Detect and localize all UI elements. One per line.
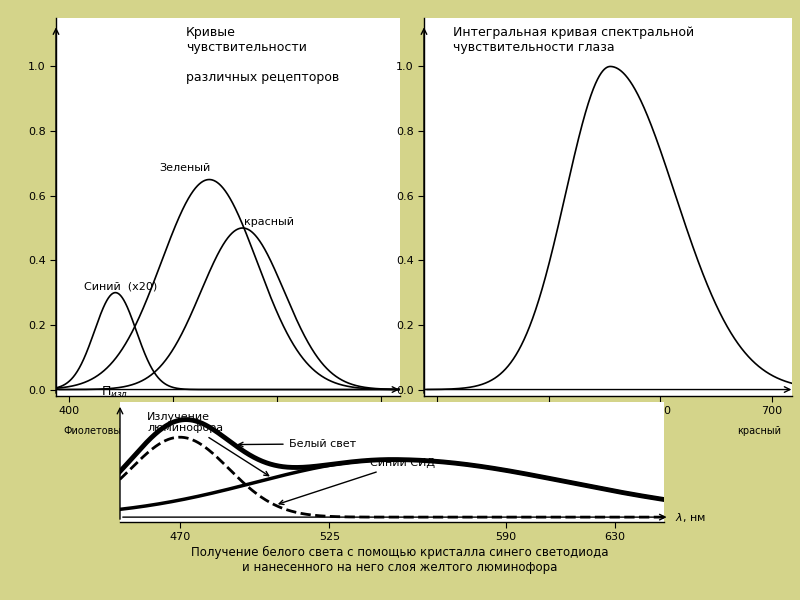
Text: Фиолетовый: Фиолетовый [431,426,496,436]
Text: Синий  (х20): Синий (х20) [84,281,158,291]
Text: Получение белого света с помощью кристалла синего светодиода
и нанесенного на не: Получение белого света с помощью кристал… [191,546,609,574]
Text: Излучение
люминофора: Излучение люминофора [147,412,269,476]
Text: Интегральная кривая спектральной
чувствительности глаза: Интегральная кривая спектральной чувстви… [454,26,694,53]
Text: красный: красный [346,426,390,436]
Text: Зеленый: Зеленый [160,163,211,173]
Text: Длина  волны,  нм: Длина волны, нм [174,434,282,444]
Text: Кривые
чувствительности

различных рецепторов: Кривые чувствительности различных рецепт… [186,26,339,83]
Text: красный: красный [737,426,781,436]
Text: Длина  волны,  нм: Длина волны, нм [554,434,662,444]
Text: Синий СИД: Синий СИД [279,458,435,505]
Text: Белый свет: Белый свет [238,439,356,449]
Text: Фиолетовый: Фиолетовый [63,426,127,436]
Text: $\lambda$, нм: $\lambda$, нм [675,511,706,524]
Text: $\Pi_{изл}$: $\Pi_{изл}$ [101,385,128,400]
Text: красный: красный [244,217,294,227]
